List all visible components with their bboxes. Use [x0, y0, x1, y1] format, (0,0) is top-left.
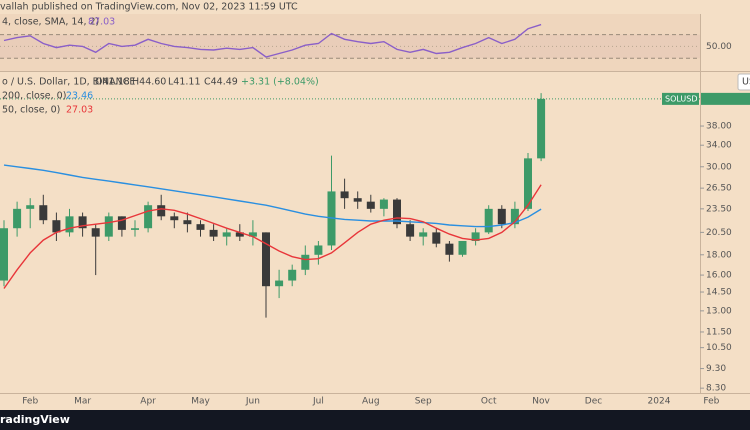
x-tick-label: Sep	[415, 397, 432, 407]
y-tick-label: 16.00	[706, 271, 732, 281]
candle-body	[419, 232, 428, 237]
candle-body	[471, 232, 480, 241]
rsi-band	[0, 34, 700, 59]
x-tick-label: Feb	[703, 397, 719, 407]
candle-body	[196, 224, 205, 230]
candle-body	[222, 232, 231, 237]
y-tick-label: 11.50	[706, 327, 732, 337]
x-tick-label: Apr	[140, 397, 156, 407]
candle-body	[26, 205, 35, 209]
candle-body	[104, 216, 113, 237]
candle-body	[314, 245, 323, 255]
x-tick-label: 2024	[648, 397, 671, 407]
ma-line	[3, 164, 542, 228]
candle-body	[510, 208, 519, 225]
x-tick-label: Feb	[22, 397, 38, 407]
candle-body	[65, 216, 74, 233]
candle-body	[0, 228, 8, 281]
currency-button[interactable]	[737, 73, 750, 91]
x-tick-label: Jul	[312, 397, 324, 407]
ma-legend-value: 23.46	[66, 91, 93, 102]
y-tick-label: 13.00	[706, 306, 732, 316]
price-tag	[701, 92, 750, 105]
symbol-tag	[662, 92, 699, 105]
candle-body	[262, 232, 270, 287]
candle-body	[537, 98, 546, 159]
rsi-legend: 4, close, SMA, 14, 2)	[2, 17, 99, 28]
y-tick-label: 26.50	[706, 184, 732, 194]
candle-body	[275, 280, 284, 287]
price-legend-title: o / U.S. Dollar, 1D, BINANCE	[2, 77, 135, 88]
y-tick-label: 18.00	[706, 250, 732, 260]
candle-body	[170, 216, 179, 221]
candle-body	[131, 228, 139, 230]
candle-body	[183, 220, 192, 225]
x-tick-label: Jun	[245, 397, 260, 407]
legend-change: +3.31 (+8.04%)	[241, 77, 319, 88]
rsi-tick-label: 50.00	[706, 42, 732, 52]
y-tick-label: 10.50	[706, 343, 732, 353]
x-tick-label: Oct	[481, 397, 497, 407]
x-tick-label: Mar	[74, 397, 91, 407]
candle-body	[445, 243, 454, 255]
candle-body	[353, 198, 362, 202]
y-tick-label: 9.30	[706, 364, 726, 374]
candle-body	[39, 205, 48, 221]
legend-close: C44.49	[204, 77, 238, 88]
candle-body	[235, 232, 244, 237]
candle-body	[13, 208, 22, 229]
header-text: vallah published on TradingView.com, Nov…	[0, 2, 298, 13]
ma-legend-value: 27.03	[66, 105, 93, 116]
candle-body	[248, 232, 257, 237]
rsi-line	[3, 23, 542, 58]
candle-body	[379, 199, 388, 209]
candle-body	[144, 205, 153, 229]
candle-body	[52, 220, 61, 233]
ma-legend-name: 50, close, 0)	[2, 105, 60, 116]
x-tick-label: May	[191, 397, 210, 407]
currency-label[interactable]: US	[742, 77, 750, 88]
x-tick-label: Nov	[532, 397, 550, 407]
legend-open: O41.18	[95, 77, 130, 88]
y-tick-label: 38.00	[706, 122, 732, 132]
candle-body	[366, 201, 375, 209]
main-plot	[0, 93, 700, 318]
candle-body	[288, 269, 297, 281]
y-tick-label: 30.00	[706, 162, 732, 172]
ma-legend-name: 200, close, 0)	[2, 91, 66, 102]
candle-body	[157, 205, 166, 217]
footer-brand: radingView	[0, 413, 70, 426]
candle-body	[432, 232, 441, 244]
legend-high: H44.60	[132, 77, 166, 88]
ma-line	[3, 184, 542, 289]
candle-body	[406, 224, 415, 237]
candle-body	[524, 158, 532, 209]
candle-body	[340, 191, 349, 199]
y-tick-label: 14.50	[706, 288, 732, 298]
rsi-legend-value: 87.03	[88, 17, 115, 28]
y-tick-label: 23.50	[706, 204, 732, 214]
y-tick-label: 8.30	[706, 384, 726, 394]
legend-low: L41.11	[168, 77, 201, 88]
footer-bar	[0, 410, 750, 430]
y-tick-label: 20.50	[706, 228, 732, 238]
candle-body	[458, 240, 467, 255]
candle-body	[117, 216, 126, 230]
candle-body	[497, 208, 506, 225]
x-tick-label: Dec	[585, 397, 602, 407]
symbol-tag-label: SOLUSD	[665, 94, 698, 103]
y-tick-label: 34.00	[706, 141, 732, 151]
candle-body	[78, 216, 87, 229]
x-tick-label: Aug	[362, 397, 380, 407]
candle-body	[393, 199, 401, 225]
candle-body	[301, 254, 310, 270]
candle-body	[91, 228, 100, 237]
candle-body	[209, 229, 218, 237]
candle-body	[484, 208, 493, 233]
